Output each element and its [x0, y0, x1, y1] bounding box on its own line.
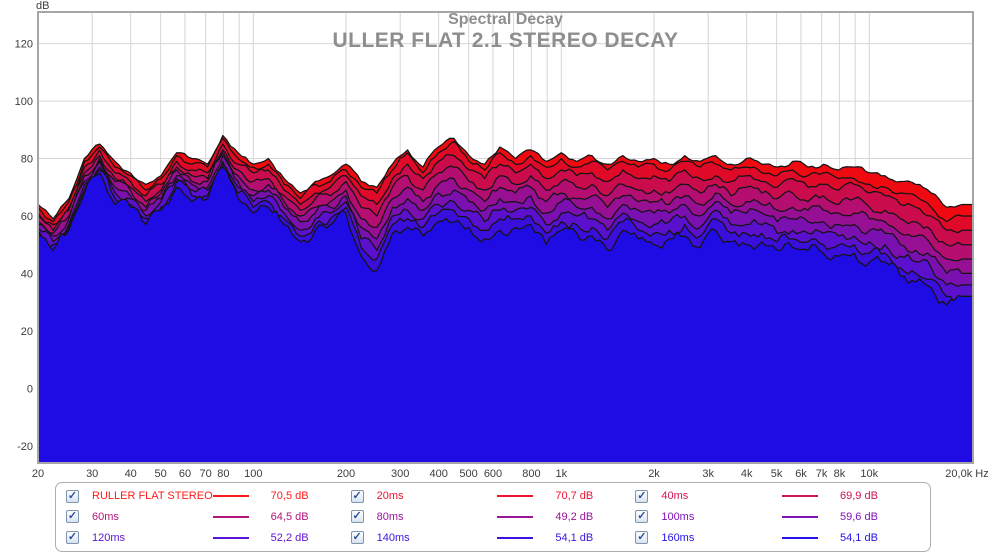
legend-checkbox[interactable]: ✓ — [66, 510, 79, 524]
legend-label: 120ms — [92, 531, 126, 544]
legend-line-swatch — [781, 536, 818, 539]
legend-item-100ms: ✓ 100ms 59,6 dB — [635, 507, 920, 527]
legend-line-swatch — [781, 515, 818, 518]
x-tick-label: 20,0k Hz — [945, 468, 988, 480]
legend-item-80ms: ✓ 80ms 49,2 dB — [350, 507, 636, 527]
axis-labels: 20 30 40 50 60 70 80 100 200 300 400 500 600 800 1k 2k 3… — [15, 0, 989, 480]
legend-line-swatch — [497, 536, 534, 539]
legend-value: 64,5 dB — [270, 510, 309, 523]
x-tick-label: 200 — [337, 468, 355, 480]
y-tick-label: 60 — [21, 211, 33, 223]
series-outline-100ms — [39, 154, 972, 275]
x-tick-label: 10k — [860, 468, 878, 480]
x-tick-label: 20 — [32, 468, 44, 480]
legend-line-swatch — [212, 536, 249, 539]
y-tick-label: 80 — [21, 154, 33, 166]
legend-item-20ms: ✓ 20ms 70,7 dB — [350, 486, 636, 506]
x-tick-label: 6k — [795, 468, 807, 480]
legend-item-40ms: ✓ 40ms 69,9 dB — [635, 486, 920, 506]
legend-value: 54,1 dB — [839, 531, 878, 544]
legend-label: 160ms — [661, 531, 695, 544]
legend-label: 20ms — [376, 490, 404, 503]
series-outline-60ms — [39, 149, 972, 247]
legend-item-160ms: ✓ 160ms 54,1 dB — [635, 528, 920, 548]
decay-chart-svg: 20 30 40 50 60 70 80 100 200 300 400 500 600 800 1k 2k 3… — [15, 0, 989, 480]
x-tick-label: 100 — [244, 468, 262, 480]
x-tick-label: 30 — [86, 468, 98, 480]
legend-checkbox[interactable]: ✓ — [66, 531, 79, 545]
series-outline-20ms — [39, 137, 972, 223]
legend-label: 40ms — [661, 490, 689, 503]
x-tick-label: 5k — [771, 468, 783, 480]
legend-item-60ms: ✓ 60ms 64,5 dB — [66, 507, 351, 527]
legend-line-swatch — [497, 515, 534, 518]
legend-checkbox[interactable]: ✓ — [635, 489, 649, 503]
x-tick-label: 4k — [741, 468, 753, 480]
x-tick-label: 300 — [391, 468, 409, 480]
legend-label: RULLER FLAT STEREO — [92, 490, 213, 503]
legend-line-swatch — [212, 495, 249, 498]
legend-label: 60ms — [92, 510, 119, 523]
y-tick-label: 20 — [21, 326, 33, 338]
legend-label: 140ms — [376, 531, 410, 544]
series-group — [39, 134, 972, 462]
x-tick-label: 80 — [217, 468, 229, 480]
y-tick-label: 120 — [15, 39, 33, 51]
y-tick-label: 0 — [27, 383, 33, 395]
series-outline-140ms — [39, 163, 972, 303]
legend-line-swatch — [497, 495, 534, 498]
legend-checkbox[interactable]: ✓ — [635, 510, 649, 524]
y-axis-unit-label: dB — [36, 0, 49, 12]
legend-line-swatch — [212, 515, 249, 518]
x-tick-label: 2k — [648, 468, 660, 480]
x-tick-label: 7k — [816, 468, 828, 480]
legend-checkbox[interactable]: ✓ — [350, 489, 364, 503]
legend-box: ✓ RULLER FLAT STEREO 70,5 dB ✓ 20ms 70,7 dB ✓ 4… — [55, 482, 931, 552]
legend-item-140ms: ✓ 140ms 54,1 dB — [350, 528, 636, 548]
legend-value: 70,7 dB — [555, 490, 594, 503]
legend-checkbox[interactable]: ✓ — [350, 531, 364, 545]
legend-checkbox[interactable]: ✓ — [635, 531, 649, 545]
legend-item-120ms: ✓ 120ms 52,2 dB — [66, 528, 351, 548]
x-tick-label: 400 — [430, 468, 448, 480]
legend-line-swatch — [781, 495, 818, 498]
legend-value: 54,1 dB — [555, 531, 594, 544]
y-tick-label: 40 — [21, 268, 33, 280]
legend-value: 52,2 dB — [270, 531, 309, 544]
legend-value: 49,2 dB — [555, 510, 594, 523]
legend-checkbox[interactable]: ✓ — [350, 510, 364, 524]
x-tick-label: 500 — [459, 468, 477, 480]
x-tick-label: 40 — [125, 468, 137, 480]
series-outline-80ms — [39, 152, 972, 262]
series-outline-160ms — [39, 166, 972, 306]
chart-area: 20 30 40 50 60 70 80 100 200 300 400 500 600 800 1k 2k 3… — [15, 0, 989, 480]
legend-value: 69,9 dB — [839, 490, 878, 503]
series-outline-ruller-flat-stereo — [39, 134, 972, 220]
x-tick-label: 70 — [199, 468, 211, 480]
x-tick-label: 8k — [834, 468, 846, 480]
legend-label: 100ms — [661, 510, 695, 523]
x-tick-label: 1k — [555, 468, 567, 480]
y-tick-label: -20 — [17, 441, 33, 453]
legend-value: 70,5 dB — [270, 490, 309, 503]
legend-checkbox[interactable]: ✓ — [66, 489, 79, 503]
x-tick-label: 50 — [154, 468, 166, 480]
series-outline-120ms — [39, 160, 972, 287]
legend-value: 59,6 dB — [839, 510, 878, 523]
x-tick-label: 600 — [484, 468, 502, 480]
x-tick-label: 3k — [702, 468, 714, 480]
series-outline-40ms — [39, 143, 972, 234]
x-tick-label: 800 — [522, 468, 540, 480]
series-area-160ms — [39, 167, 972, 462]
legend-label: 80ms — [376, 510, 404, 523]
y-tick-label: 100 — [15, 96, 33, 108]
x-tick-label: 60 — [179, 468, 191, 480]
plot-frame — [37, 11, 974, 464]
legend-item-ruller-flat-stereo: ✓ RULLER FLAT STEREO 70,5 dB — [66, 486, 351, 506]
